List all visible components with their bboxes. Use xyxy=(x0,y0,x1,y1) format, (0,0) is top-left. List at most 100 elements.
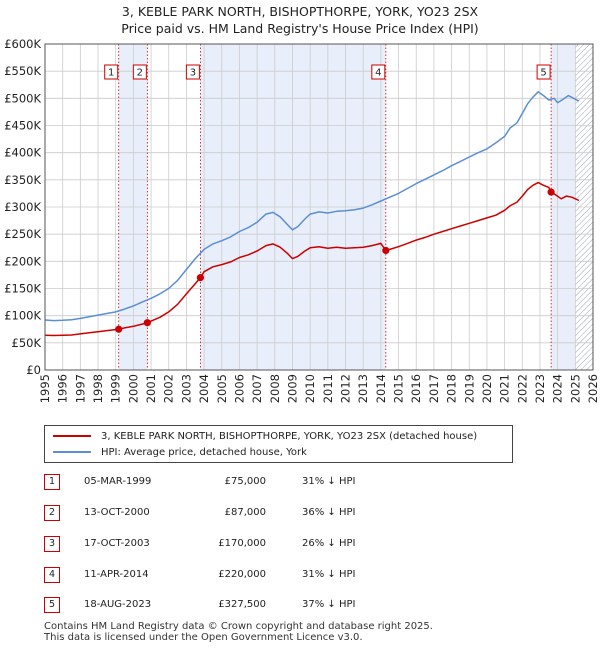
legend-item-hpi: HPI: Average price, detached house, York xyxy=(53,444,307,460)
x-tick-label: 2011 xyxy=(321,374,335,403)
sale-date: 18-AUG-2023 xyxy=(84,599,152,610)
legend-label-price: 3, KEBLE PARK NORTH, BISHOPTHORPE, YORK,… xyxy=(101,430,478,442)
title-line-1: 3, KEBLE PARK NORTH, BISHOPTHORPE, YORK,… xyxy=(121,4,479,19)
x-tick-label: 2024 xyxy=(551,374,565,403)
table-row: 1 05-MAR-1999 £75,000 31% ↓ HPI xyxy=(44,474,464,492)
sale-label-box xyxy=(185,64,200,80)
x-tick-label: 2015 xyxy=(392,374,406,403)
sale-label-text: 5 xyxy=(540,68,546,79)
x-tick-label: 2017 xyxy=(427,374,441,403)
sale-number: 4 xyxy=(44,567,60,583)
sale-point xyxy=(196,274,204,282)
sale-hpi-diff: 31% ↓ HPI xyxy=(302,569,356,580)
x-tick-label: 2014 xyxy=(374,374,388,403)
sale-point xyxy=(115,325,123,333)
x-tick-label: 2013 xyxy=(356,374,370,403)
x-tick-label: 2001 xyxy=(144,374,158,403)
x-tick-label: 2010 xyxy=(303,374,317,403)
sale-price: £87,000 xyxy=(224,507,266,518)
x-tick-label: 2000 xyxy=(126,374,140,403)
footer-credits: Contains HM Land Registry data © Crown c… xyxy=(44,621,433,643)
sale-points xyxy=(115,188,555,333)
table-row: 3 17-OCT-2003 £170,000 26% ↓ HPI xyxy=(44,536,464,554)
y-tick-label: £0 xyxy=(26,363,41,377)
sale-price: £327,500 xyxy=(218,599,266,610)
hpi-series-line xyxy=(44,91,580,322)
sale-date: 05-MAR-1999 xyxy=(84,476,152,487)
x-tick-label: 2003 xyxy=(179,374,193,403)
sale-number: 1 xyxy=(44,474,60,490)
x-tick-label: 1999 xyxy=(109,374,123,403)
sale-price: £75,000 xyxy=(224,476,266,487)
sale-label-box xyxy=(132,64,147,80)
legend-label-hpi: HPI: Average price, detached house, York xyxy=(101,446,307,458)
sale-point xyxy=(547,188,555,196)
title-line-2: Price paid vs. HM Land Registry's House … xyxy=(121,21,479,36)
y-tick-label: £350K xyxy=(4,173,41,187)
y-tick-label: £550K xyxy=(4,64,41,78)
x-tick-label: 2008 xyxy=(268,374,282,403)
sale-label-box xyxy=(104,64,119,80)
y-tick-label: £600K xyxy=(4,37,41,51)
sale-date: 13-OCT-2000 xyxy=(84,507,150,518)
x-axis-ticks: 1995 1996 1997 1998 1999 2000 2001 2002 2003 2004… xyxy=(38,374,600,403)
table-row: 2 13-OCT-2000 £87,000 36% ↓ HPI xyxy=(44,505,464,523)
y-tick-label: £300K xyxy=(4,200,41,214)
sale-number: 2 xyxy=(44,505,60,521)
x-tick-label: 2012 xyxy=(339,374,353,403)
sale-hpi-diff: 37% ↓ HPI xyxy=(302,599,356,610)
y-tick-label: £50K xyxy=(12,336,42,350)
sale-label-box xyxy=(371,64,386,80)
plot-frame xyxy=(44,43,594,371)
sale-number: 5 xyxy=(44,597,60,613)
legend-swatch-price xyxy=(53,435,91,437)
sale-number: 3 xyxy=(44,536,60,552)
x-tick-label: 2023 xyxy=(533,374,547,403)
x-tick-label: 2026 xyxy=(586,374,600,403)
sale-label: 1 xyxy=(104,64,119,80)
sale-label-text: 4 xyxy=(375,68,381,79)
x-tick-label: 2020 xyxy=(480,374,494,403)
y-tick-label: £450K xyxy=(4,119,41,133)
y-tick-label: £400K xyxy=(4,146,41,160)
sale-hpi-diff: 31% ↓ HPI xyxy=(302,476,356,487)
sale-price: £220,000 xyxy=(218,569,266,580)
x-tick-label: 2009 xyxy=(285,374,299,403)
x-tick-label: 2004 xyxy=(197,374,211,403)
sale-point xyxy=(382,246,390,255)
sale-label: 4 xyxy=(371,64,386,80)
y-tick-label: £150K xyxy=(4,282,41,296)
y-tick-label: £250K xyxy=(4,227,41,241)
sale-label-text: 2 xyxy=(137,68,143,79)
x-tick-label: 1996 xyxy=(56,374,70,403)
sale-hpi-diff: 36% ↓ HPI xyxy=(302,507,356,518)
sale-label-box xyxy=(536,64,551,80)
y-tick-label: £100K xyxy=(4,309,41,323)
x-tick-label: 2005 xyxy=(215,374,229,403)
x-tick-label: 2022 xyxy=(515,374,529,403)
sale-labels: 1 2 3 4 5 xyxy=(104,64,551,80)
table-row: 4 11-APR-2014 £220,000 31% ↓ HPI xyxy=(44,567,464,585)
x-tick-label: 1995 xyxy=(38,374,52,403)
legend: 3, KEBLE PARK NORTH, BISHOPTHORPE, YORK,… xyxy=(44,425,513,463)
sale-label: 3 xyxy=(185,64,200,80)
gridlines xyxy=(44,43,594,371)
y-axis-ticks: £0 £50K £100K £150K £200K £250K £300K £350K £400… xyxy=(4,37,41,377)
legend-swatch-hpi xyxy=(53,451,91,453)
x-tick-label: 2019 xyxy=(462,374,476,403)
sale-hpi-diff: 26% ↓ HPI xyxy=(302,538,356,549)
sale-label-text: 1 xyxy=(108,68,114,79)
sale-label: 5 xyxy=(536,64,551,80)
x-tick-label: 2025 xyxy=(568,374,582,403)
sale-label: 2 xyxy=(132,64,147,80)
x-tick-label: 2018 xyxy=(445,374,459,403)
price-chart: 1 2 3 4 5 £0 £50K £100K £150K £200K £250K £300K £35… xyxy=(4,37,600,403)
chart-title: 3, KEBLE PARK NORTH, BISHOPTHORPE, YORK,… xyxy=(0,3,600,37)
sale-point xyxy=(143,319,151,327)
sale-date: 17-OCT-2003 xyxy=(84,538,150,549)
sale-date: 11-APR-2014 xyxy=(84,569,149,580)
x-tick-label: 2007 xyxy=(250,374,264,403)
footer-line-1: Contains HM Land Registry data © Crown c… xyxy=(44,621,433,632)
x-tick-label: 2006 xyxy=(232,374,246,403)
legend-item-price: 3, KEBLE PARK NORTH, BISHOPTHORPE, YORK,… xyxy=(53,428,477,444)
